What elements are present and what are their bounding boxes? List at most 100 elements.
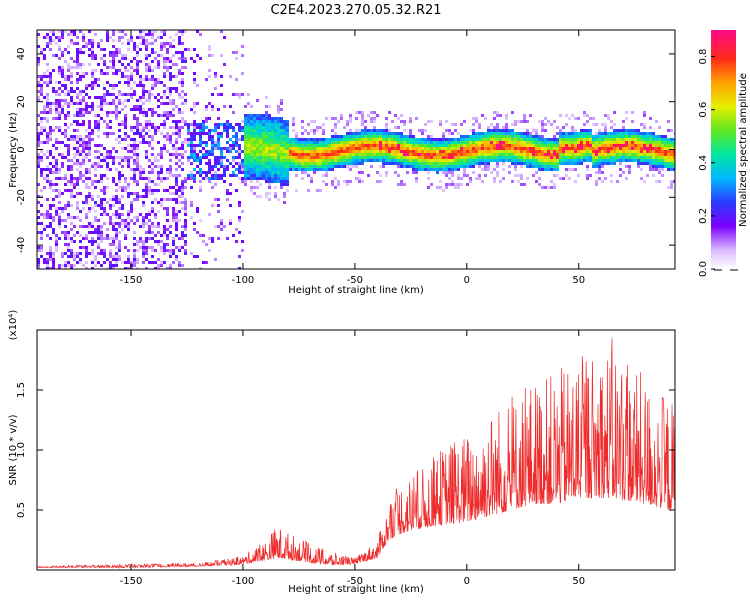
- heatmap-cell: [154, 267, 157, 269]
- heatmap-cell: [526, 156, 529, 159]
- heatmap-cell: [631, 120, 634, 123]
- heatmap-cell: [67, 111, 70, 114]
- heatmap-cell: [121, 213, 124, 216]
- heatmap-cell: [268, 177, 271, 180]
- heatmap-cell: [163, 243, 166, 246]
- heatmap-cell: [409, 147, 412, 150]
- heatmap-cell: [574, 153, 577, 156]
- heatmap-cell: [100, 144, 103, 147]
- heatmap-cell: [133, 138, 136, 141]
- heatmap-cell: [454, 147, 457, 150]
- heatmap-cell: [208, 138, 211, 141]
- heatmap-cell: [70, 75, 73, 78]
- heatmap-cell: [106, 150, 109, 153]
- heatmap-cell: [94, 114, 97, 117]
- heatmap-cell: [118, 198, 121, 201]
- heatmap-cell: [160, 156, 163, 159]
- heatmap-cell: [139, 240, 142, 243]
- heatmap-cell: [250, 177, 253, 180]
- heatmap-cell: [166, 57, 169, 60]
- heatmap-cell: [286, 132, 289, 135]
- heatmap-cell: [490, 132, 493, 135]
- heatmap-cell: [202, 126, 205, 129]
- heatmap-cell: [448, 147, 451, 150]
- heatmap-cell: [148, 135, 151, 138]
- heatmap-cell: [85, 93, 88, 96]
- heatmap-cell: [91, 183, 94, 186]
- heatmap-cell: [286, 168, 289, 171]
- heatmap-cell: [487, 147, 490, 150]
- heatmap-cell: [313, 153, 316, 156]
- heatmap-cell: [76, 150, 79, 153]
- heatmap-cell: [295, 141, 298, 144]
- heatmap-cell: [385, 141, 388, 144]
- heatmap-cell: [106, 267, 109, 269]
- heatmap-cell: [394, 138, 397, 141]
- heatmap-cell: [55, 147, 58, 150]
- heatmap-cell: [133, 105, 136, 108]
- heatmap-cell: [634, 144, 637, 147]
- heatmap-cell: [91, 81, 94, 84]
- heatmap-cell: [253, 114, 256, 117]
- heatmap-cell: [361, 162, 364, 165]
- heatmap-cell: [265, 195, 268, 198]
- heatmap-cell: [76, 153, 79, 156]
- heatmap-cell: [52, 171, 55, 174]
- heatmap-cell: [64, 129, 67, 132]
- heatmap-cell: [109, 156, 112, 159]
- heatmap-cell: [220, 30, 223, 33]
- heatmap-cell: [277, 162, 280, 165]
- heatmap-cell: [535, 138, 538, 141]
- heatmap-cell: [412, 147, 415, 150]
- heatmap-cell: [595, 153, 598, 156]
- heatmap-cell: [268, 132, 271, 135]
- heatmap-cell: [562, 177, 565, 180]
- heatmap-cell: [100, 108, 103, 111]
- heatmap-cell: [97, 42, 100, 45]
- heatmap-cell: [346, 156, 349, 159]
- heatmap-cell: [145, 45, 148, 48]
- heatmap-cell: [580, 153, 583, 156]
- heatmap-cell: [325, 159, 328, 162]
- heatmap-cell: [274, 177, 277, 180]
- heatmap-cell: [442, 156, 445, 159]
- heatmap-cell: [400, 138, 403, 141]
- heatmap-cell: [442, 162, 445, 165]
- heatmap-cell: [367, 138, 370, 141]
- heatmap-cell: [145, 54, 148, 57]
- heatmap-cell: [613, 150, 616, 153]
- heatmap-cell: [151, 261, 154, 264]
- heatmap-cell: [430, 156, 433, 159]
- heatmap-cell: [187, 141, 190, 144]
- heatmap-cell: [283, 201, 286, 204]
- heatmap-cell: [226, 237, 229, 240]
- heatmap-cell: [214, 144, 217, 147]
- heatmap-cell: [235, 144, 238, 147]
- heatmap-cell: [94, 69, 97, 72]
- heatmap-cell: [130, 210, 133, 213]
- heatmap-cell: [151, 207, 154, 210]
- heatmap-cell: [244, 159, 247, 162]
- heatmap-cell: [418, 153, 421, 156]
- heatmap-cell: [493, 159, 496, 162]
- heatmap-cell: [67, 126, 70, 129]
- heatmap-cell: [43, 75, 46, 78]
- heatmap-cell: [145, 39, 148, 42]
- heatmap-cell: [547, 156, 550, 159]
- heatmap-cell: [127, 192, 130, 195]
- heatmap-cell: [514, 135, 517, 138]
- heatmap-cell: [601, 159, 604, 162]
- heatmap-cell: [367, 174, 370, 177]
- heatmap-cell: [40, 132, 43, 135]
- heatmap-cell: [73, 30, 76, 33]
- heatmap-cell: [61, 111, 64, 114]
- heatmap-cell: [145, 186, 148, 189]
- heatmap-cell: [409, 138, 412, 141]
- heatmap-cell: [97, 225, 100, 228]
- heatmap-cell: [622, 135, 625, 138]
- heatmap-cell: [277, 123, 280, 126]
- heatmap-cell: [496, 135, 499, 138]
- heatmap-cell: [151, 114, 154, 117]
- heatmap-cell: [133, 237, 136, 240]
- heatmap-cell: [622, 156, 625, 159]
